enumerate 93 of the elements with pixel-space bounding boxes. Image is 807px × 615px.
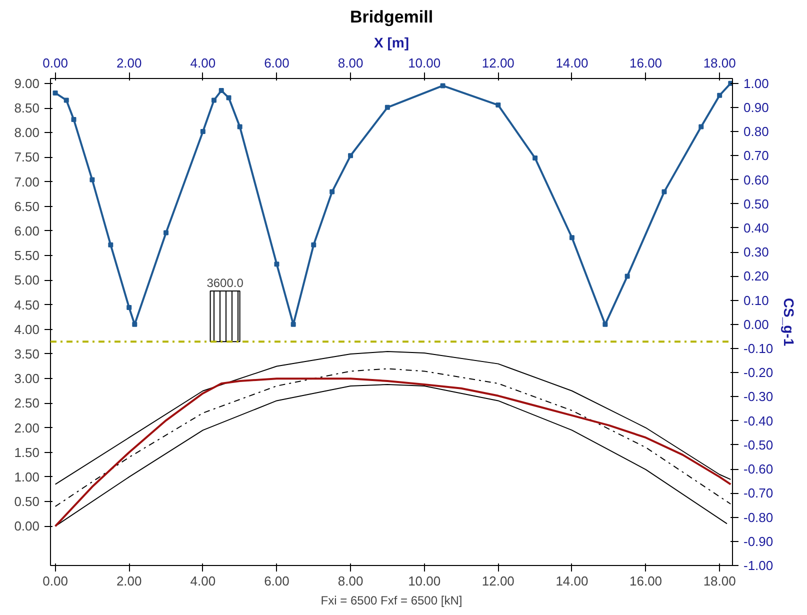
point <box>290 322 296 327</box>
chart-title: Bridgemill <box>350 8 434 26</box>
point <box>132 322 138 327</box>
annotation: 3600.0 <box>206 276 244 290</box>
y2-tick-label: -0.90 <box>744 534 774 549</box>
x2-tick-label: 6.00 <box>264 574 290 588</box>
y-tick-label: 1.00 <box>14 469 40 484</box>
y-tick-label: 8.50 <box>14 100 40 116</box>
y-tick-label: 7.50 <box>14 150 40 165</box>
y2-tick-label: 1.00 <box>744 76 769 91</box>
y-tick-label: 4.50 <box>14 297 40 312</box>
y2-tick-label: 0.90 <box>744 100 769 115</box>
point <box>698 124 704 130</box>
x-tick-label: 12.00 <box>482 56 514 70</box>
point <box>237 124 242 130</box>
y2-tick-label: -0.70 <box>744 486 774 501</box>
x2-tick-label: 0.00 <box>42 574 68 588</box>
y-tick-label: 3.00 <box>14 371 40 386</box>
point <box>218 88 224 94</box>
y2-tick-label: 0.50 <box>744 196 769 212</box>
y2-tick-label: 0.10 <box>744 292 769 308</box>
point <box>164 230 169 236</box>
point <box>211 98 216 103</box>
x-tick-label: 18.00 <box>703 56 736 70</box>
point <box>274 262 280 267</box>
x2-tick-label: 8.00 <box>338 574 364 588</box>
y-tick-label: 5.50 <box>14 248 40 264</box>
y-tick-label: 3.50 <box>14 346 40 362</box>
x-tick-label: 8.00 <box>338 56 364 70</box>
point <box>717 92 722 98</box>
point <box>348 153 354 158</box>
y2-tick-label: -1.00 <box>744 558 774 573</box>
y2-tick-label: 0.40 <box>744 220 769 236</box>
y-tick-label: 0.50 <box>14 494 40 510</box>
y-tick-label: 2.00 <box>14 420 40 436</box>
y2-tick-label: -0.50 <box>744 437 774 452</box>
y2-tick-label: -0.40 <box>744 413 774 428</box>
x2-tick-label: 12.00 <box>482 574 514 588</box>
point <box>569 235 574 240</box>
point <box>64 98 69 103</box>
x2-axis-title: X [m] <box>374 34 409 50</box>
x2-tick-label: 2.00 <box>116 574 142 588</box>
point <box>126 305 132 310</box>
y2-tick-label: 0.80 <box>744 124 769 140</box>
point <box>440 83 446 88</box>
x-tick-label: 10.00 <box>408 56 441 70</box>
point <box>532 156 538 161</box>
y-tick-label: 5.00 <box>14 272 40 288</box>
y2-tick-label: -0.20 <box>744 365 774 380</box>
y2-tick-label: 0.20 <box>744 268 769 284</box>
y-tick-label: 0.00 <box>14 518 40 534</box>
y2-tick-label: -0.80 <box>744 510 774 525</box>
x2-tick-label: 14.00 <box>556 574 588 588</box>
point <box>71 116 76 122</box>
x-tick-label: 6.00 <box>264 56 290 70</box>
x-tick-label: 14.00 <box>556 56 588 70</box>
y2-tick-label: 0.70 <box>744 148 769 164</box>
x-axis-title: Fxi = 6500 Fxf = 6500 [kN] <box>320 594 462 608</box>
point <box>384 104 390 110</box>
x2-tick-label: 10.00 <box>408 574 441 588</box>
point <box>662 189 667 194</box>
point <box>496 102 501 108</box>
x2-tick-label: 18.00 <box>703 574 736 588</box>
y-tick-label: 9.00 <box>14 76 40 91</box>
point <box>311 242 316 248</box>
x-tick-label: 4.00 <box>190 56 216 70</box>
y2-axis-title: CS_g-1 <box>781 298 798 346</box>
y-tick-label: 6.00 <box>14 223 40 238</box>
point <box>200 129 206 134</box>
x-tick-label: 0.00 <box>42 56 68 70</box>
y2-tick-label: -0.10 <box>744 341 774 356</box>
y-tick-label: 6.50 <box>14 198 40 214</box>
point <box>52 90 58 96</box>
y2-tick-label: 0.00 <box>744 316 769 332</box>
point <box>90 177 95 182</box>
y-tick-label: 8.00 <box>14 125 40 140</box>
y-tick-label: 4.00 <box>14 322 40 337</box>
point <box>624 274 630 279</box>
point <box>226 95 232 100</box>
point <box>602 322 608 327</box>
x-tick-label: 16.00 <box>630 56 662 70</box>
point <box>108 242 114 248</box>
y2-tick-label: 0.30 <box>744 244 769 260</box>
point <box>330 189 335 194</box>
x2-tick-label: 16.00 <box>630 574 662 588</box>
y-tick-label: 1.50 <box>14 444 40 460</box>
y2-tick-label: -0.60 <box>744 462 774 477</box>
y-tick-label: 2.50 <box>14 396 40 411</box>
y-tick-label: 7.00 <box>14 174 40 190</box>
y2-tick-label: 0.60 <box>744 172 769 188</box>
x-tick-label: 2.00 <box>116 56 142 70</box>
y2-tick-label: -0.30 <box>744 389 774 404</box>
x2-tick-label: 4.00 <box>190 574 216 588</box>
